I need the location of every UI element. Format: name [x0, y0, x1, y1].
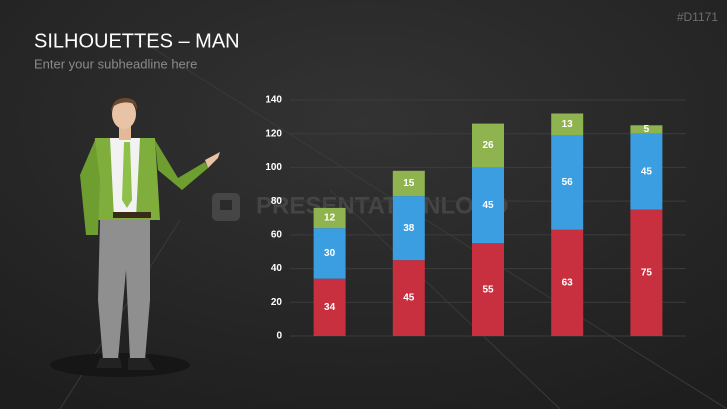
bar-segment [392, 170, 425, 197]
y-tick-label: 20 [271, 297, 283, 308]
value-label: 15 [403, 178, 415, 189]
value-label: 45 [403, 293, 415, 304]
value-label: 30 [324, 248, 336, 259]
y-tick-label: 60 [271, 229, 283, 240]
value-label: 13 [562, 119, 574, 130]
bar-segment [551, 135, 584, 230]
watermark: PRESENTATIONLOAD [256, 192, 508, 219]
y-tick-label: 0 [276, 331, 282, 342]
man-figure [50, 98, 220, 377]
bar-segment [551, 229, 584, 336]
value-label: 12 [324, 213, 336, 224]
y-tick-label: 100 [265, 162, 282, 173]
slide-code: #D1171 [677, 10, 718, 24]
bar-segment [551, 113, 584, 136]
value-label: 45 [641, 166, 653, 177]
subtitle: Enter your subheadline here [34, 56, 197, 71]
bar-segment [630, 133, 663, 210]
bar-segment [392, 260, 425, 336]
bar-segment [472, 167, 504, 244]
bar-segment [630, 125, 663, 134]
value-label: 56 [562, 177, 574, 188]
bar-segment [392, 196, 425, 261]
watermark-logo [212, 193, 240, 221]
value-label: 26 [482, 140, 494, 151]
bar-segment [313, 228, 346, 279]
value-label: 34 [324, 302, 336, 313]
bar-segment [630, 209, 663, 336]
bar-segment [313, 278, 346, 336]
value-label: 38 [403, 223, 415, 234]
value-label: 45 [482, 200, 494, 211]
value-label: 63 [562, 278, 574, 289]
y-tick-label: 120 [265, 128, 282, 139]
y-tick-label: 40 [271, 263, 283, 274]
bar-segment [472, 123, 504, 168]
y-tick-label: 80 [271, 196, 283, 207]
value-label: 55 [482, 284, 494, 295]
value-label: 75 [641, 267, 653, 278]
y-tick-label: 140 [265, 95, 282, 106]
title: SILHOUETTES – MAN [34, 30, 240, 52]
bar-segment [472, 243, 504, 336]
bar-segment [313, 207, 346, 229]
value-label: 5 [644, 124, 650, 135]
